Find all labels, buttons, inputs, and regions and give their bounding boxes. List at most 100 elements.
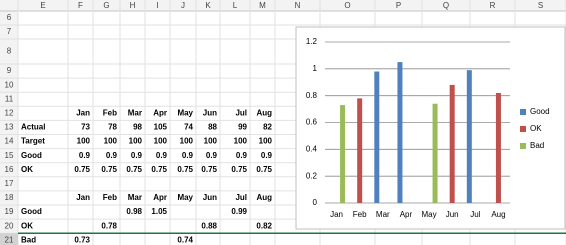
row-number: 20 — [5, 221, 14, 230]
row-number: 15 — [5, 151, 14, 160]
cell: 0.98 — [126, 207, 142, 216]
cell: 0.75 — [231, 165, 247, 174]
column-header: N — [295, 1, 301, 10]
row-number: 13 — [5, 123, 14, 132]
x-tick-label: Jun — [446, 210, 459, 219]
cell: 100 — [259, 137, 273, 146]
y-tick-label: 0.2 — [306, 171, 318, 180]
x-tick-label: Mar — [376, 210, 390, 219]
cell: 100 — [77, 137, 91, 146]
cell: Mar — [128, 108, 142, 117]
legend-label: OK — [530, 124, 542, 133]
row-number: 7 — [7, 27, 12, 36]
cell: 0.9 — [131, 151, 143, 160]
column-header: P — [396, 1, 401, 10]
y-tick-label: 0.4 — [306, 144, 318, 153]
cell: 0.75 — [151, 165, 167, 174]
cell: 0.78 — [101, 221, 117, 230]
column-header: O — [344, 1, 350, 10]
cell: Jan — [76, 108, 90, 117]
cell: Good — [21, 207, 42, 216]
bar — [340, 105, 346, 203]
cell: 100 — [104, 137, 118, 146]
cell: Jan — [76, 193, 90, 202]
cell: May — [177, 108, 193, 117]
row-number: 8 — [7, 47, 12, 56]
bar — [466, 70, 472, 203]
column-header: L — [233, 1, 238, 10]
cell: Jun — [203, 108, 217, 117]
cell: 0.9 — [106, 151, 118, 160]
cell: 0.99 — [231, 207, 247, 216]
cell: OK — [21, 165, 33, 174]
y-tick-label: 0 — [313, 198, 318, 207]
row-number: 16 — [5, 165, 14, 174]
cell: 0.9 — [182, 151, 194, 160]
x-tick-label: Aug — [491, 210, 505, 219]
selected-row-header — [0, 233, 18, 245]
cell: Jul — [235, 108, 247, 117]
cell: May — [177, 193, 193, 202]
cell: 78 — [108, 123, 117, 132]
row-number: 18 — [5, 193, 14, 202]
cell: Apr — [153, 108, 167, 117]
cell: Good — [21, 151, 42, 160]
bar — [449, 84, 455, 203]
row-number: 19 — [5, 207, 14, 216]
cell: 0.73 — [74, 235, 90, 244]
legend-swatch — [520, 126, 526, 132]
cell: 0.75 — [177, 165, 193, 174]
cell: Feb — [103, 193, 117, 202]
cell: 0.75 — [256, 165, 272, 174]
cell: 0.74 — [177, 235, 193, 244]
legend-swatch — [520, 109, 526, 115]
cell: 100 — [129, 137, 143, 146]
cell: 100 — [154, 137, 168, 146]
cell: 99 — [238, 123, 247, 132]
cell: 0.88 — [201, 221, 217, 230]
row-number: 10 — [5, 80, 14, 89]
cell: 0.75 — [74, 165, 90, 174]
cell: Jul — [235, 193, 247, 202]
row-number: 17 — [5, 179, 14, 188]
column-header: R — [490, 1, 496, 10]
cell: 74 — [184, 123, 193, 132]
cell: Target — [21, 137, 45, 146]
cell: 0.9 — [156, 151, 168, 160]
cell: 88 — [208, 123, 217, 132]
x-tick-label: Feb — [353, 210, 367, 219]
column-header: F — [78, 1, 83, 10]
bar — [432, 103, 438, 203]
x-tick-label: Apr — [400, 210, 413, 219]
column-header: S — [538, 1, 543, 10]
row-number: 12 — [5, 108, 14, 117]
cell: Mar — [128, 193, 142, 202]
cell: 0.9 — [79, 151, 91, 160]
cell: 0.9 — [236, 151, 248, 160]
row-number: 11 — [5, 94, 14, 103]
cell: 100 — [180, 137, 194, 146]
cell: 0.82 — [256, 221, 272, 230]
column-header: K — [205, 1, 211, 10]
cell: Bad — [21, 235, 36, 244]
cell: 0.9 — [206, 151, 218, 160]
column-header: M — [259, 1, 266, 10]
legend-swatch — [520, 143, 526, 149]
cell: Aug — [256, 108, 272, 117]
cell: Apr — [153, 193, 167, 202]
row-number: 21 — [5, 235, 14, 244]
row-number: 6 — [7, 13, 12, 22]
y-tick-label: 0.6 — [306, 118, 318, 127]
cell: Actual — [21, 123, 45, 132]
cell: Aug — [256, 193, 272, 202]
cell: 98 — [133, 123, 142, 132]
column-header: E — [40, 1, 45, 10]
column-header: Q — [443, 1, 449, 10]
cell: 73 — [81, 123, 90, 132]
row-number: 9 — [7, 66, 12, 75]
cell: 100 — [204, 137, 218, 146]
cell: 82 — [263, 123, 272, 132]
column-header: G — [103, 1, 109, 10]
bar — [495, 92, 501, 203]
